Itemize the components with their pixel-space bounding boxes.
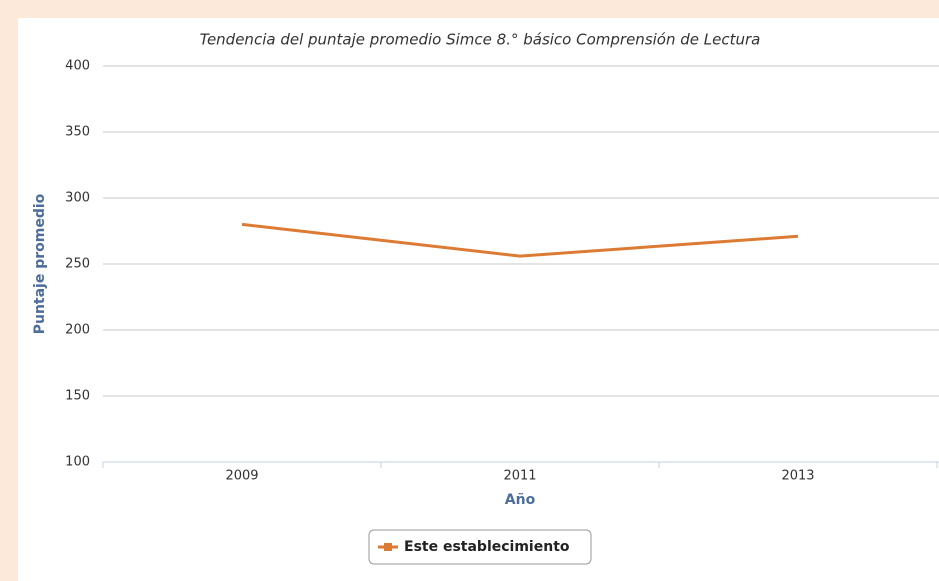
legend-swatch [384,543,392,551]
y-axis-title: Puntaje promedio [32,193,48,334]
chart-background [18,18,939,581]
y-tick-label: 350 [65,125,90,140]
legend-box [368,529,592,565]
y-tick-label: 400 [65,59,90,74]
y-tick-label: 100 [65,455,90,470]
y-tick-label: 150 [65,389,90,404]
y-tick-label: 300 [65,191,90,206]
legend-label: Este establecimiento [404,539,570,555]
x-tick-label: 2013 [781,469,814,484]
x-tick-label: 2009 [225,469,258,484]
y-tick-label: 200 [65,323,90,338]
y-tick-label: 250 [65,257,90,272]
x-tick-label: 2011 [503,469,536,484]
series-line [241,222,799,258]
chart-title: Tendencia del puntaje promedio Simce 8.°… [200,31,761,49]
x-axis-title: Año [505,492,536,508]
